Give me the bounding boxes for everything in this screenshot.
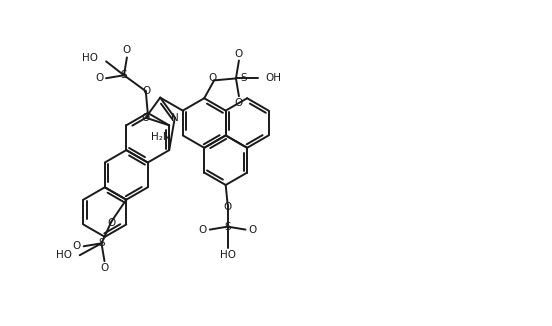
- Text: O: O: [199, 225, 207, 235]
- Text: O: O: [72, 241, 81, 251]
- Text: O: O: [248, 225, 257, 235]
- Text: O: O: [95, 73, 103, 83]
- Text: HO: HO: [220, 250, 236, 260]
- Text: O: O: [123, 45, 131, 55]
- Text: S: S: [224, 222, 231, 232]
- Text: S: S: [98, 238, 105, 248]
- Text: H₂N: H₂N: [151, 132, 171, 142]
- Text: N: N: [171, 113, 179, 123]
- Text: O: O: [235, 98, 243, 108]
- Text: O: O: [141, 113, 150, 123]
- Text: O: O: [107, 218, 115, 229]
- Text: S: S: [121, 70, 128, 80]
- Text: O: O: [142, 86, 151, 96]
- Text: O: O: [208, 73, 216, 83]
- Text: O: O: [235, 49, 243, 59]
- Text: HO: HO: [56, 250, 72, 260]
- Text: O: O: [224, 202, 232, 212]
- Text: O: O: [100, 263, 109, 273]
- Text: HO: HO: [82, 53, 98, 63]
- Text: OH: OH: [266, 73, 282, 83]
- Text: S: S: [240, 73, 247, 83]
